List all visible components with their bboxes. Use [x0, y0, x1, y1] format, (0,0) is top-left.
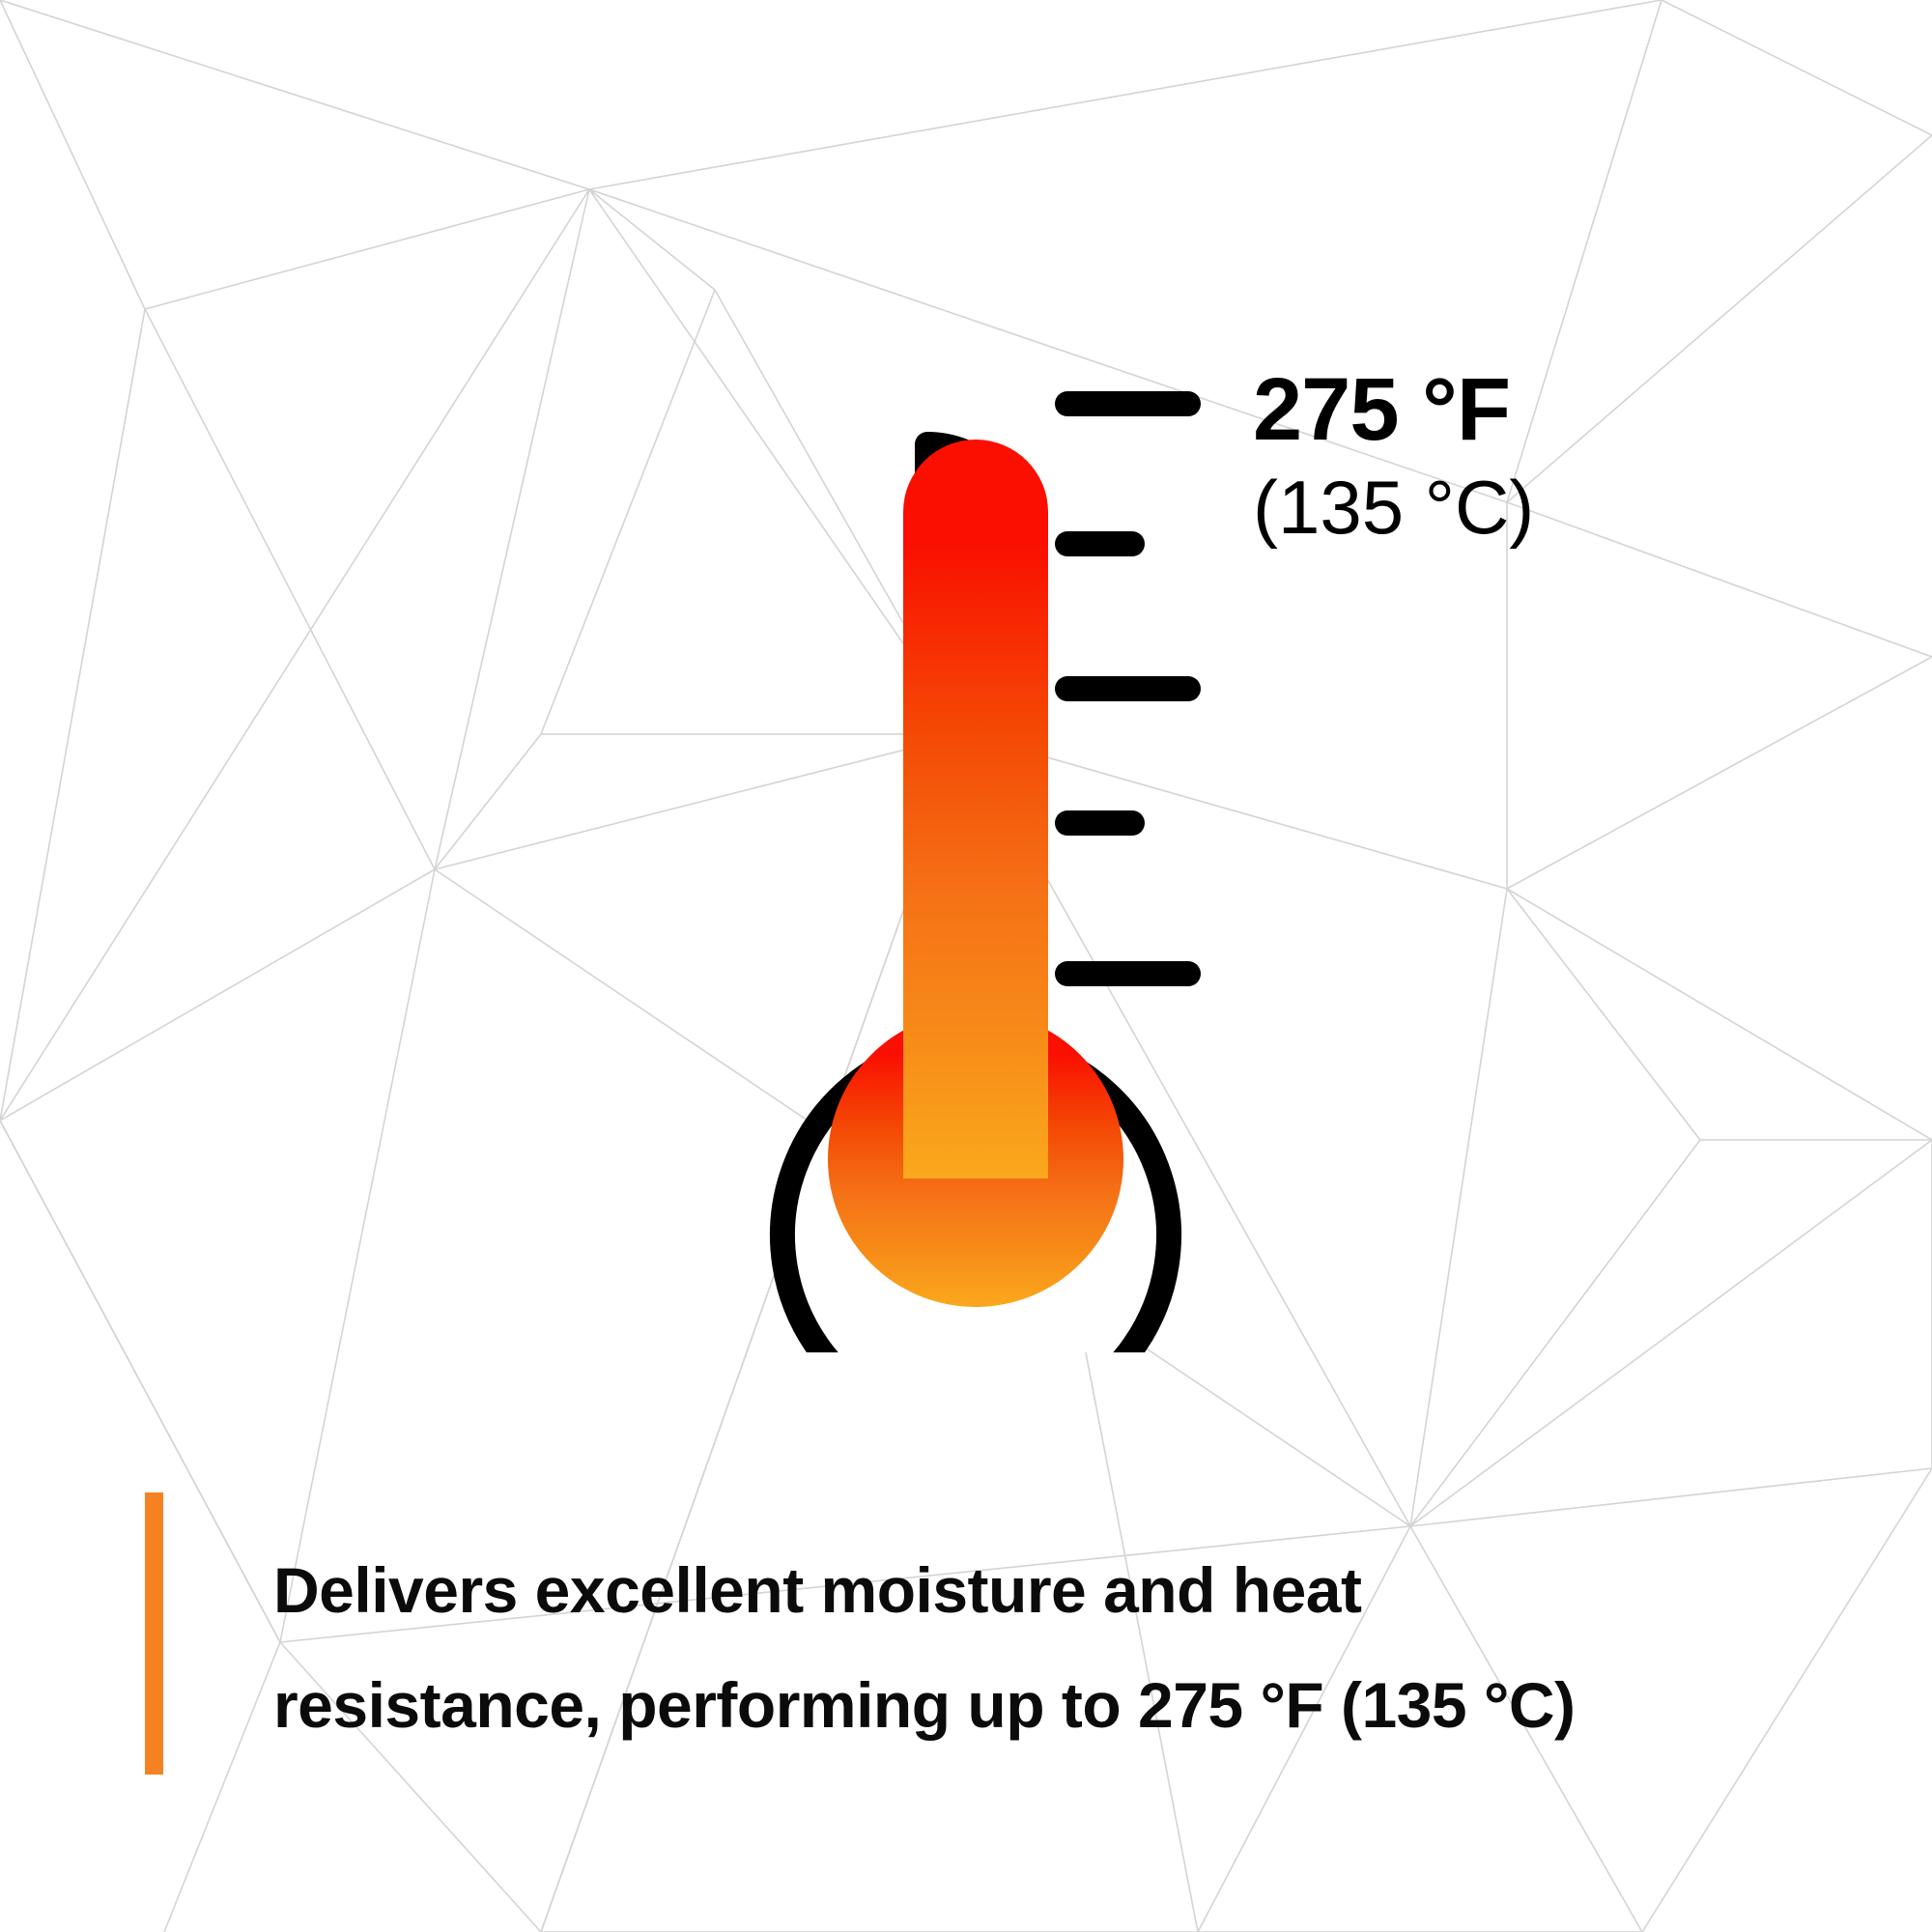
- caption-block: Delivers excellent moisture and heat res…: [145, 1492, 1845, 1775]
- caption-line-1: Delivers excellent moisture and heat: [273, 1554, 1362, 1626]
- mercury-fill: [828, 440, 1123, 1307]
- caption-text: Delivers excellent moisture and heat res…: [273, 1492, 1576, 1763]
- thermometer-icon: [770, 432, 1181, 1352]
- temperature-fahrenheit: 275 °F: [1253, 360, 1511, 459]
- thermometer-scale-ticks: [1055, 391, 1201, 986]
- caption-line-2: resistance, performing up to 275 °F (135…: [273, 1668, 1576, 1741]
- temperature-readout: 275 °F (135 °C): [1253, 365, 1852, 545]
- temperature-celsius: (135 °C): [1253, 465, 1535, 550]
- orange-accent-bar: [145, 1492, 163, 1775]
